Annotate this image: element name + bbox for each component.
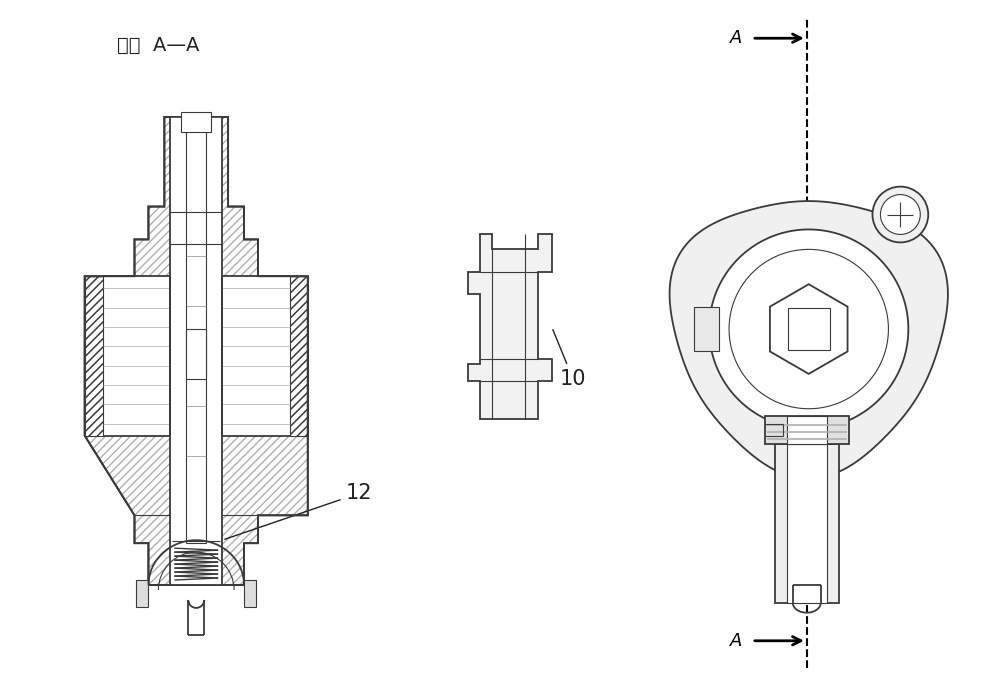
Polygon shape [787,444,827,603]
Polygon shape [186,329,206,379]
Polygon shape [729,250,888,409]
Circle shape [880,195,920,235]
Circle shape [872,187,928,242]
Text: 12: 12 [225,484,372,539]
Polygon shape [770,285,848,374]
Polygon shape [694,307,719,351]
Polygon shape [170,117,222,585]
Polygon shape [136,580,148,607]
Polygon shape [85,117,308,585]
Polygon shape [787,416,827,444]
Text: 10: 10 [553,330,586,389]
Polygon shape [709,229,908,429]
Text: 剑面  A—A: 剑面 A—A [117,36,199,55]
Polygon shape [670,201,948,478]
Polygon shape [103,276,290,436]
Polygon shape [244,580,256,607]
Text: A: A [730,632,742,650]
Polygon shape [468,235,552,419]
Polygon shape [775,444,839,603]
Polygon shape [788,308,830,350]
Text: A: A [730,29,742,47]
Polygon shape [181,112,211,132]
Polygon shape [765,416,849,444]
